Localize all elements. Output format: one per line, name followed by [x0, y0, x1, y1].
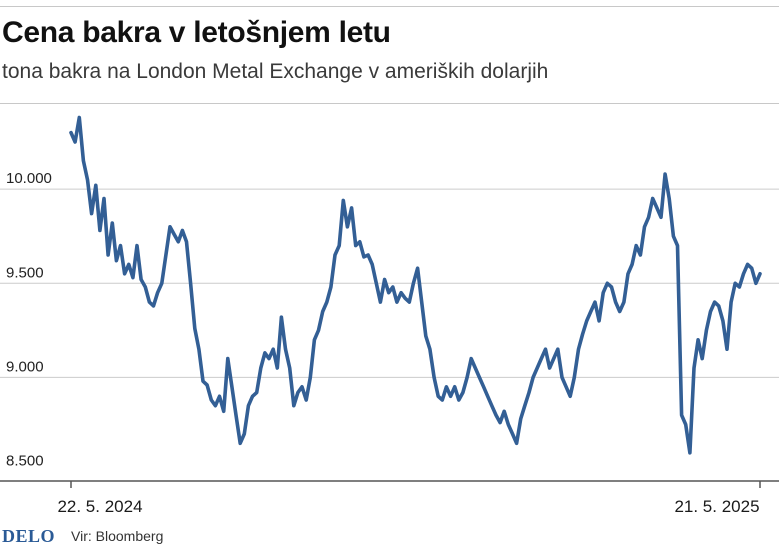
top-rule — [0, 6, 779, 7]
x-tick-label: 21. 5. 2025 — [674, 497, 759, 516]
x-ticks: 22. 5. 2024 21. 5. 2025 — [57, 481, 761, 516]
y-tick-label: 8.500 — [6, 453, 44, 470]
data-points — [71, 117, 760, 453]
x-tick-label: 22. 5. 2024 — [57, 497, 142, 516]
subtitle-rule — [0, 103, 779, 104]
y-tick-labels: 8.500 9.000 9.500 10.000 — [6, 170, 52, 469]
chart-title: Cena bakra v letošnjem letu — [2, 16, 391, 49]
delo-logo: DELO — [2, 525, 56, 546]
y-tick-label: 10.000 — [6, 170, 52, 187]
y-tick-label: 9.500 — [6, 264, 44, 281]
chart-subtitle: tona bakra na London Metal Exchange v am… — [2, 60, 549, 83]
y-tick-label: 9.000 — [6, 358, 44, 375]
grid-layer — [0, 188, 779, 378]
series-line-copper-price — [69, 115, 762, 455]
source-credit: Vir: Bloomberg — [71, 528, 164, 544]
footer: DELO Vir: Bloomberg — [2, 524, 163, 548]
